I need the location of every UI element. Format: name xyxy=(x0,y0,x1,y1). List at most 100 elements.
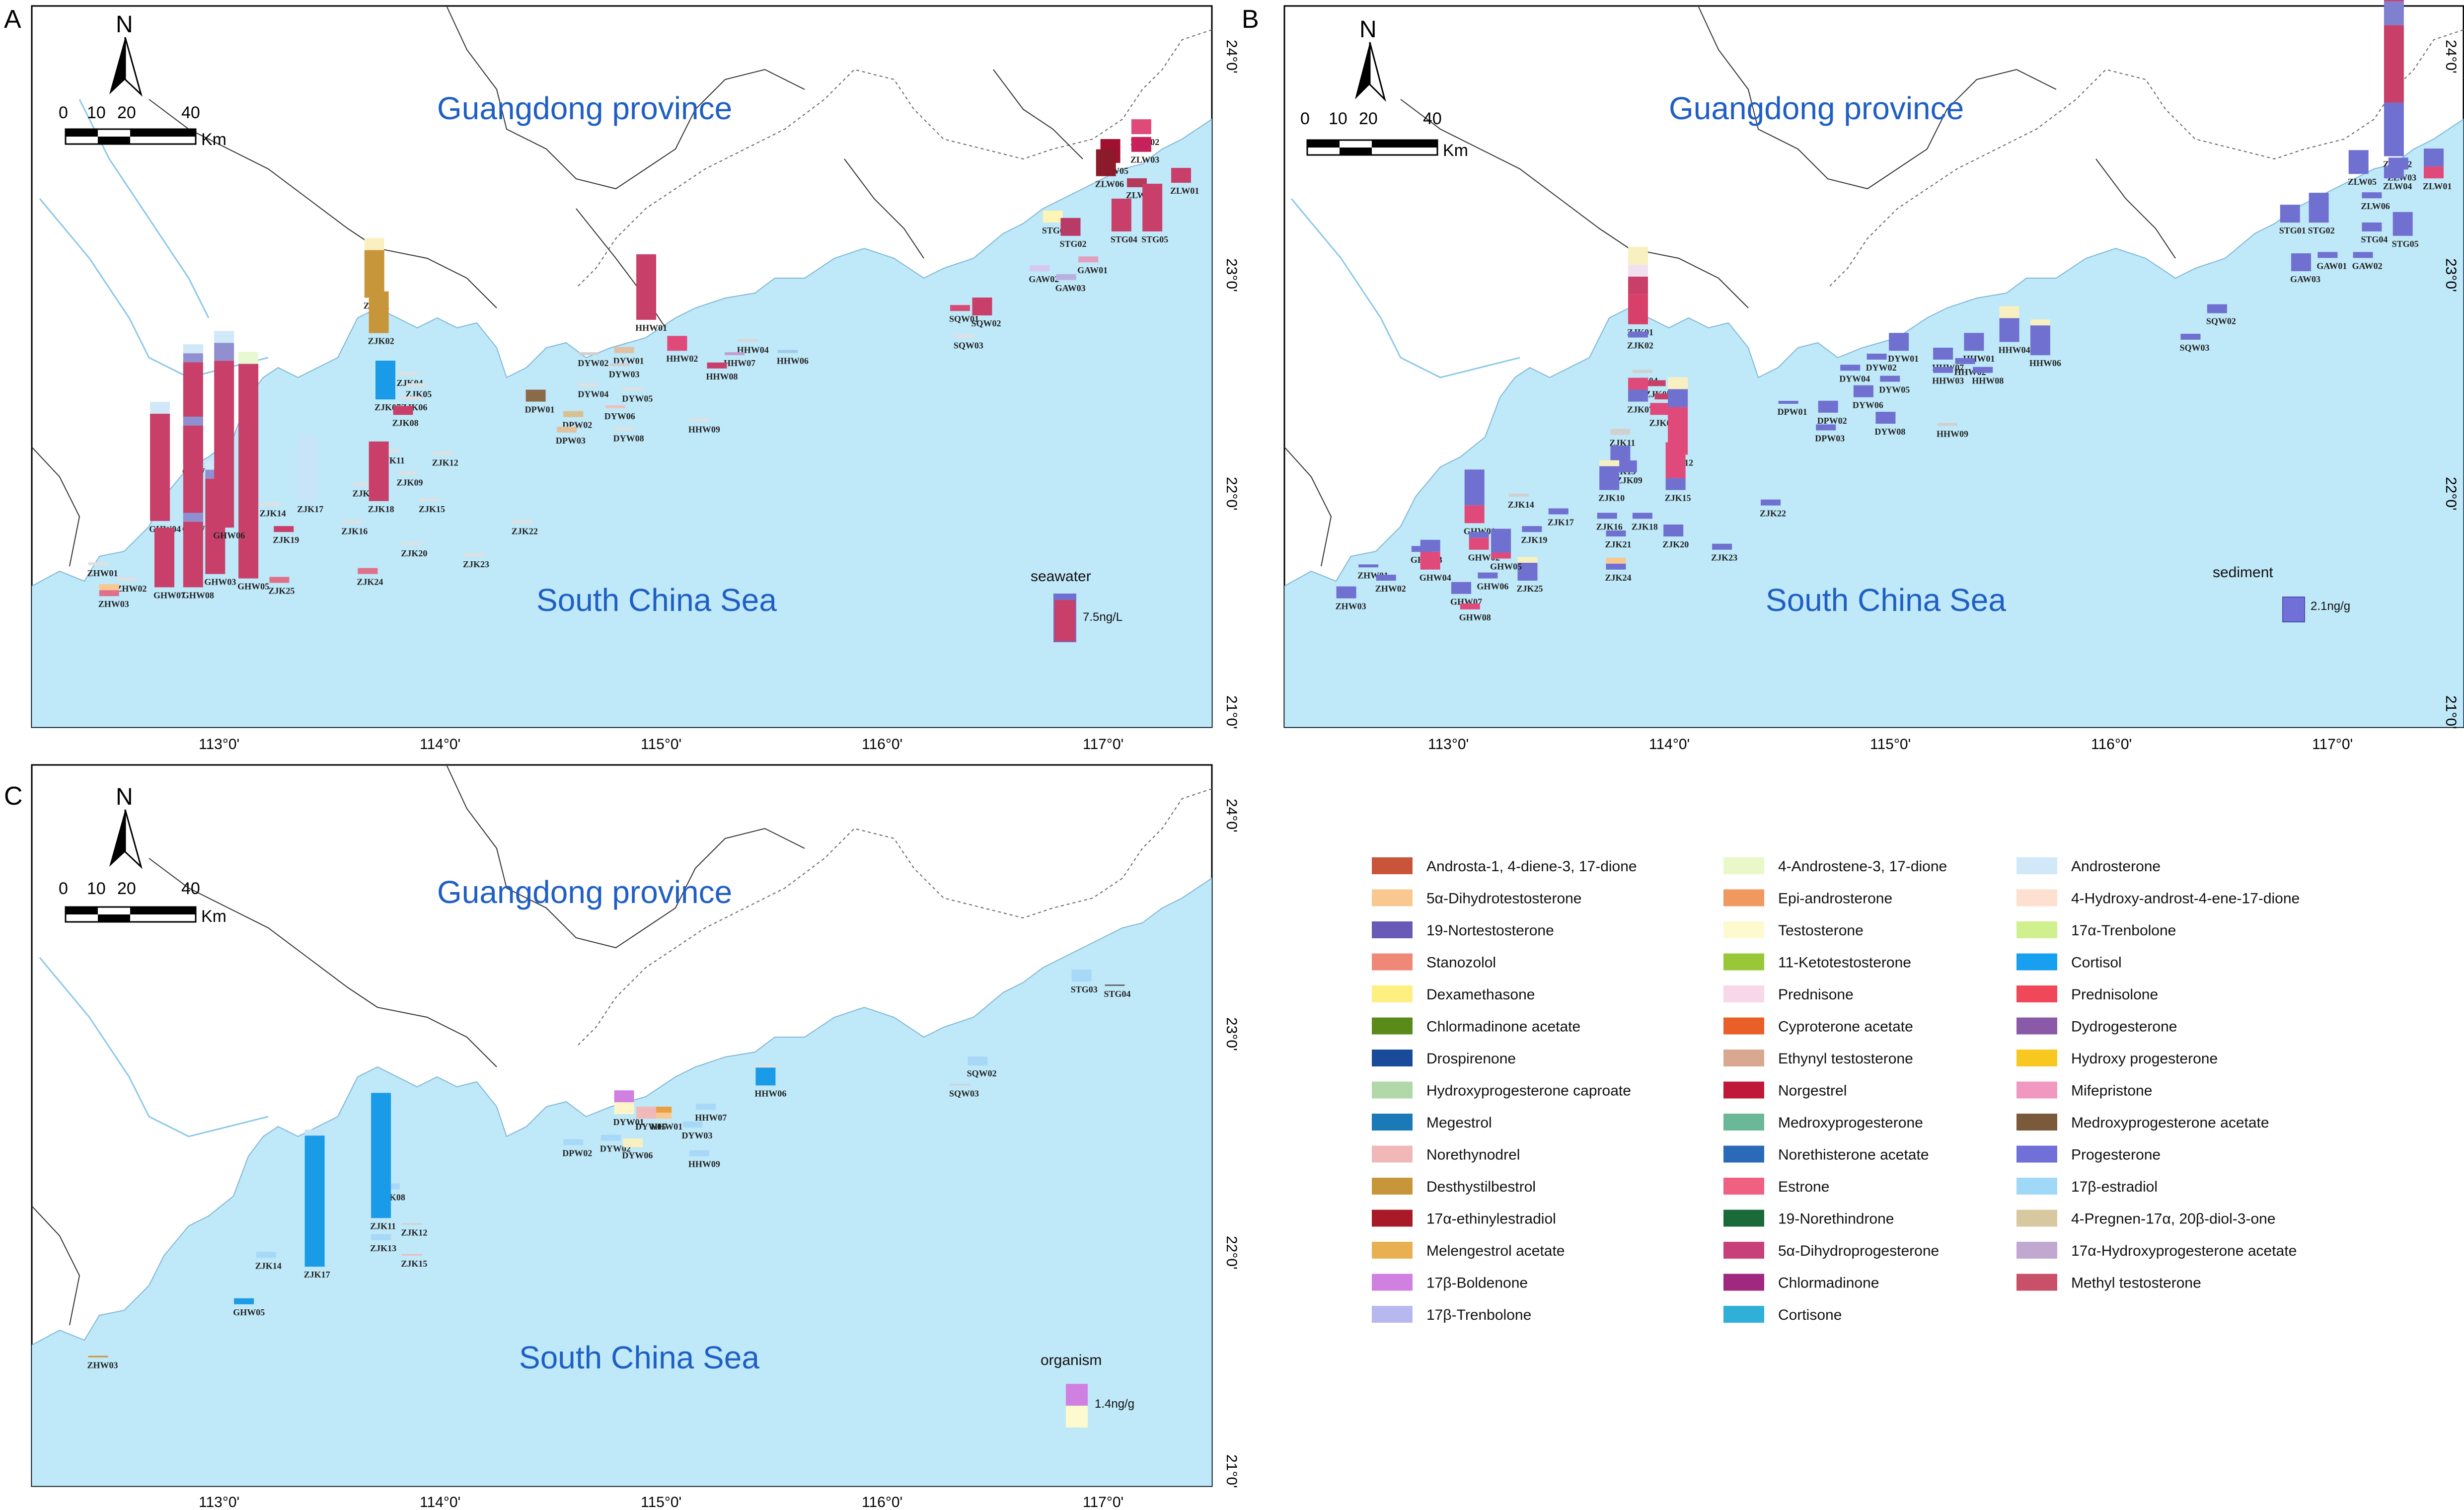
site-label: SQW02 xyxy=(967,1068,997,1078)
lon-label: 115°0' xyxy=(641,736,681,753)
concentration-bar-segment xyxy=(1632,370,1652,373)
site-hhw04: HHW04 xyxy=(1999,306,2030,355)
site-zjk15: ZJK15 xyxy=(401,1254,427,1269)
county-border xyxy=(149,99,497,308)
concentration-bar-segment xyxy=(2030,319,2050,326)
key-title: seawater xyxy=(1031,568,1091,585)
legend-swatch xyxy=(2016,889,2057,906)
legend-item: 17β-Trenbolone xyxy=(1372,1306,1531,1323)
concentration-bar-segment xyxy=(2030,325,2050,356)
site-label: ZJK16 xyxy=(341,526,368,536)
concentration-bar-segment xyxy=(393,406,413,415)
site-label: STG04 xyxy=(2361,234,2388,244)
scalebar-tick: 0 xyxy=(59,879,68,898)
concentration-bar-segment xyxy=(600,1134,621,1141)
scalebar-tick: 0 xyxy=(1300,109,1310,128)
concentration-bar-segment xyxy=(2362,222,2382,231)
legend-swatch xyxy=(1372,1306,1413,1323)
scalebar-unit: Km xyxy=(1443,141,1468,160)
concentration-bar-segment xyxy=(269,577,290,583)
concentration-bar-segment xyxy=(1606,557,1626,564)
site-gaw03: GAW03 xyxy=(2290,253,2320,284)
legend-item: Epi-androsterone xyxy=(1723,889,1892,907)
concentration-bar-segment xyxy=(1599,466,1620,490)
concentration-bar-segment xyxy=(1336,586,1356,599)
site-zjk24: ZJK24 xyxy=(357,568,383,587)
site-hhw01: HHW01 xyxy=(635,254,667,333)
concentration-bar-segment xyxy=(563,411,584,417)
concentration-bar-segment xyxy=(1030,265,1050,271)
legend-item: Norgestrel xyxy=(1723,1081,1847,1099)
site-label: ZJK17 xyxy=(297,504,323,514)
legend-item: Methyl testosterone xyxy=(2016,1274,2201,1291)
legend-swatch xyxy=(1723,1017,1764,1035)
site-zjk17: ZJK17 xyxy=(1548,508,1574,528)
site-label: STG03 xyxy=(1071,984,1098,994)
site-zjk02: ZJK02 xyxy=(1627,331,1653,351)
concentration-bar-segment xyxy=(2384,25,2404,103)
legend-item: Androsta-1, 4-diene-3, 17-dione xyxy=(1372,857,1637,875)
legend-swatch xyxy=(2016,1209,2057,1227)
concentration-bar-segment xyxy=(371,1093,391,1218)
concentration-bar-segment xyxy=(725,352,745,356)
concentration-bar-segment xyxy=(2424,149,2444,167)
site-stg02: STG02 xyxy=(2308,193,2335,235)
site-label: GHW06 xyxy=(1477,582,1508,592)
concentration-bar-segment xyxy=(636,1107,657,1119)
lat-label: 21°0' xyxy=(1223,1454,1240,1488)
concentration-bar-segment xyxy=(614,427,634,431)
county-border xyxy=(1284,447,1332,567)
site-zjk14: ZJK14 xyxy=(1508,493,1534,510)
site-label: SQW03 xyxy=(2180,343,2210,353)
concentration-bar-segment xyxy=(358,568,378,574)
site-zjk16: ZJK16 xyxy=(341,520,368,536)
site-zjk02: ZJK02 xyxy=(368,291,394,346)
site-stg02: STG02 xyxy=(1060,218,1087,249)
legend-item: 17α-ethinylestradiol xyxy=(1372,1209,1556,1227)
lat-label: 22°0' xyxy=(2443,477,2459,511)
map-area xyxy=(32,765,1212,1486)
site-label: ZJK14 xyxy=(255,1261,282,1271)
site-hhw06: HHW06 xyxy=(754,1064,786,1098)
site-dyw01: DYW01 xyxy=(1888,333,1919,364)
concentration-bar-segment xyxy=(1999,318,2019,342)
north-arrow: N xyxy=(109,11,143,97)
site-sqw02: SQW02 xyxy=(967,1057,997,1078)
site-label: SQW03 xyxy=(954,341,983,351)
legend-label: Megestrol xyxy=(1426,1115,1492,1131)
lat-label: 23°0' xyxy=(1223,258,1240,292)
concentration-bar-segment xyxy=(375,361,395,400)
scalebar-unit: Km xyxy=(201,130,226,149)
concentration-bar-segment xyxy=(1597,513,1617,519)
legend-label: 17α-Trenbolone xyxy=(2071,922,2176,939)
concentration-bar-segment xyxy=(369,291,389,333)
legend-swatch xyxy=(1723,953,1764,971)
legend-item: 5α-Dihydroprogesterone xyxy=(1723,1242,1939,1259)
concentration-bar-segment xyxy=(696,1104,716,1110)
site-label: DYW05 xyxy=(622,393,653,403)
concentration-bar-segment xyxy=(1610,429,1631,435)
concentration-bar-segment xyxy=(1464,505,1485,524)
scale-bar: 0 10 20 40 Km xyxy=(59,879,226,926)
legend-label: 4-Androstene-3, 17-dione xyxy=(1778,858,1947,875)
site-label: ZJK11 xyxy=(370,1221,396,1231)
lat-axis-labels: 24°0' 23°0' 22°0' 21°0' xyxy=(1223,40,1240,729)
site-label: DYW02 xyxy=(1866,363,1897,373)
scale-key: seawater 7.5ng/L xyxy=(1031,568,1122,642)
concentration-bar-segment xyxy=(1071,970,1092,982)
legend-item: 17α-Hydroxyprogesterone acetate xyxy=(2016,1242,2297,1259)
concentration-bar-segment xyxy=(1663,525,1684,536)
site-label: ZJK02 xyxy=(1627,341,1653,351)
legend-swatch xyxy=(1372,889,1413,906)
concentration-bar-segment xyxy=(950,1084,970,1086)
county-border xyxy=(993,69,1083,159)
legend-swatch xyxy=(2016,857,2057,874)
legend-label: 19-Norethindrone xyxy=(1778,1211,1894,1227)
legend-item: Melengestrol acetate xyxy=(1372,1242,1565,1259)
site-label: DPW03 xyxy=(556,436,586,446)
river xyxy=(1290,198,1520,378)
concentration-bar-segment xyxy=(652,1113,672,1119)
site-label: ZJK23 xyxy=(1711,553,1737,563)
legend-item: Hydroxyprogesterone caproate xyxy=(1372,1081,1631,1099)
